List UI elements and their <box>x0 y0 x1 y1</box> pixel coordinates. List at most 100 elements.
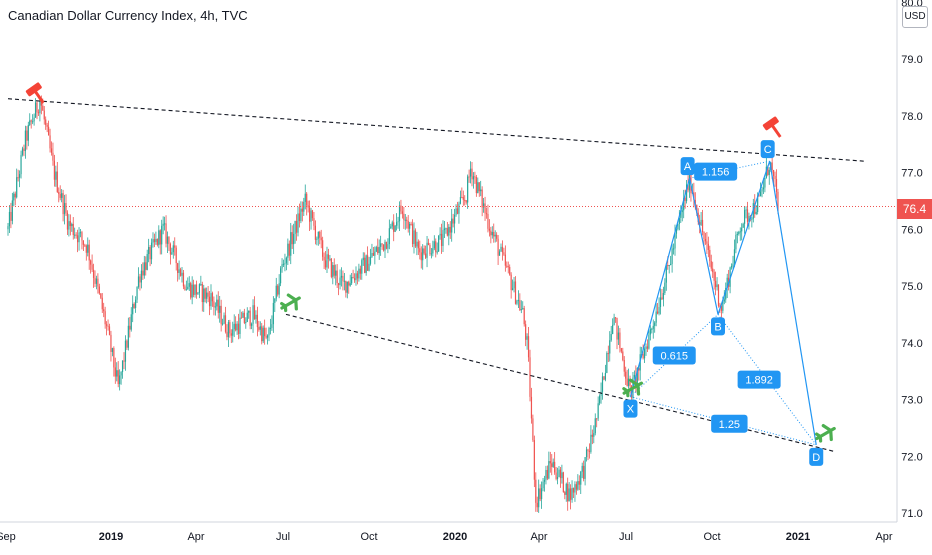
candle-body <box>384 241 386 251</box>
candle-body <box>8 211 11 227</box>
candle-body <box>404 219 406 221</box>
candle-body <box>771 162 773 170</box>
candle-body <box>295 220 298 233</box>
candle-body <box>400 205 402 212</box>
candle-body <box>20 154 22 175</box>
candle-body <box>464 199 466 201</box>
candle-body <box>617 332 620 340</box>
candle-body <box>346 281 348 293</box>
candle-body <box>39 100 41 114</box>
candle-body <box>314 225 316 240</box>
candle-body <box>90 260 92 265</box>
candle-body <box>588 450 591 452</box>
candle-body <box>16 177 18 198</box>
x-tick-label: 2020 <box>443 531 467 543</box>
candle-body <box>510 274 512 291</box>
candle-body <box>63 203 66 215</box>
candle-body <box>607 353 609 355</box>
candle-body <box>116 370 118 377</box>
candle-body <box>648 334 650 349</box>
candle-body <box>353 278 356 281</box>
candle-body <box>628 378 630 387</box>
candle-body <box>655 311 657 323</box>
candle-body <box>665 265 667 283</box>
candle-body <box>293 233 295 245</box>
currency-button[interactable]: USD <box>902 6 928 28</box>
candle-body <box>469 168 472 177</box>
candle-body <box>172 245 174 253</box>
candle-body <box>536 502 538 508</box>
candle-body <box>200 284 202 286</box>
candle-body <box>224 315 227 332</box>
candle-body <box>240 317 243 319</box>
candle-body <box>587 449 589 451</box>
candle-body <box>249 310 251 326</box>
symbol-title[interactable]: Canadian Dollar Currency Index, 4h, TVC <box>8 8 248 23</box>
pattern-ratio-label: 1.892 <box>745 375 773 387</box>
candle-body <box>153 239 156 242</box>
candle-body <box>775 179 778 192</box>
pattern-point-label-bg <box>809 447 824 466</box>
candle-body <box>323 256 325 261</box>
candle-body <box>394 225 396 232</box>
candle-body <box>92 269 95 278</box>
candle-body <box>382 244 385 251</box>
candle-body <box>567 483 569 502</box>
y-tick-label: 72.0 <box>901 451 922 463</box>
candle-body <box>667 265 669 267</box>
candle-body <box>517 300 519 302</box>
candle-body <box>606 353 608 373</box>
candle-body <box>361 260 363 274</box>
candle-body <box>61 193 63 198</box>
candle-body <box>119 375 121 385</box>
candle-body <box>327 254 330 259</box>
candle-body <box>684 197 686 202</box>
pattern-leg <box>629 178 691 397</box>
candle-body <box>483 203 485 208</box>
candle-body <box>43 110 45 120</box>
candle-body <box>487 214 489 229</box>
candle-body <box>91 264 93 270</box>
candle-body <box>111 348 113 352</box>
candle-body <box>577 481 579 490</box>
candle-body <box>745 209 747 211</box>
candle-body <box>27 124 29 141</box>
candle-body <box>71 223 73 227</box>
candle-body <box>442 230 444 246</box>
x-tick-label: Apr <box>530 531 547 543</box>
pattern-ratio-label: 1.156 <box>702 167 730 179</box>
candle-body <box>365 255 367 273</box>
pattern-point-label-bg <box>623 399 638 418</box>
y-tick-label: 74.0 <box>901 338 922 350</box>
candle-body <box>725 287 727 300</box>
candle-body <box>672 248 675 250</box>
candle-body <box>564 492 566 495</box>
candle-body <box>290 232 292 256</box>
candle-body <box>513 281 515 289</box>
candle-body <box>427 242 430 246</box>
candle-body <box>143 262 145 276</box>
candle-body <box>294 220 296 234</box>
candle-body <box>149 246 151 260</box>
candle-body <box>451 218 453 233</box>
candle-body <box>468 176 470 178</box>
candle-body <box>503 252 505 255</box>
candle-body <box>622 351 624 361</box>
candle-body <box>98 286 100 294</box>
candle-body <box>362 257 364 261</box>
candle-body <box>391 222 393 227</box>
candle-body <box>768 169 770 175</box>
candle-body <box>746 209 749 222</box>
candle-body <box>245 322 247 324</box>
candle-body <box>496 234 498 239</box>
candle-body <box>638 368 640 371</box>
candle-body <box>248 310 250 313</box>
candle-body <box>556 476 559 479</box>
candle-body <box>712 268 714 273</box>
candle-body <box>121 360 124 373</box>
candle-body <box>493 231 495 237</box>
candle-body <box>525 324 527 340</box>
candle-body <box>48 126 50 136</box>
